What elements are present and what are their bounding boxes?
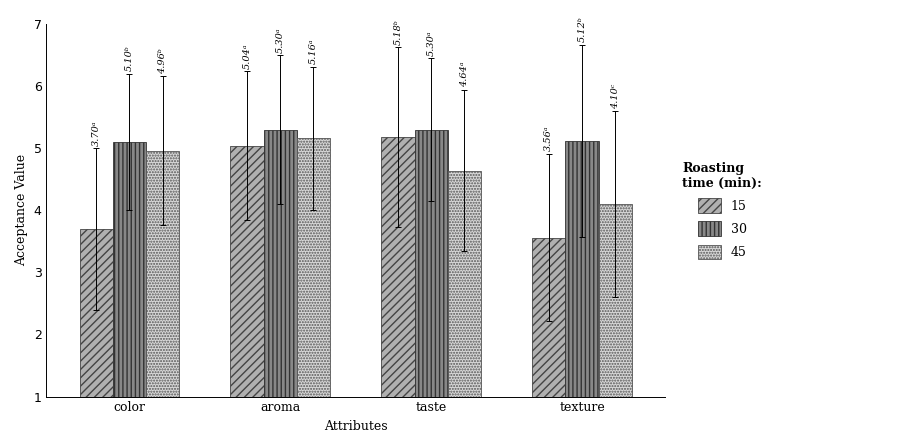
Text: 5.04ᵃ: 5.04ᵃ [243, 43, 252, 69]
Bar [415, 129, 448, 396]
Bar [264, 129, 297, 396]
Text: 4.96ᵇ: 4.96ᵇ [158, 48, 167, 74]
Bar [532, 237, 565, 396]
Text: 5.18ᵇ: 5.18ᵇ [393, 19, 402, 44]
Text: 5.30ᵃ: 5.30ᵃ [427, 30, 436, 56]
Bar [565, 141, 599, 396]
Text: 5.16ᵃ: 5.16ᵃ [309, 39, 318, 65]
Bar [230, 146, 264, 396]
Bar [297, 138, 330, 396]
Text: 3.56ᵃ: 3.56ᵃ [544, 126, 554, 151]
Text: 5.10ᵇ: 5.10ᵇ [125, 46, 134, 71]
Text: 4.10ᶜ: 4.10ᶜ [611, 83, 620, 108]
Bar [448, 171, 481, 396]
Bar [112, 142, 146, 396]
Text: 4.64ᵃ: 4.64ᵃ [460, 62, 469, 87]
Bar [79, 229, 112, 396]
Text: 5.12ᵇ: 5.12ᵇ [578, 16, 587, 42]
Legend: 15, 30, 45: 15, 30, 45 [678, 156, 767, 264]
Bar [382, 137, 415, 396]
X-axis label: Attributes: Attributes [324, 420, 388, 433]
Bar [598, 204, 632, 396]
Y-axis label: Acceptance Value: Acceptance Value [15, 154, 28, 267]
Text: 5.30ᵃ: 5.30ᵃ [275, 27, 284, 52]
Bar [146, 151, 179, 396]
Text: 3.70ᵃ: 3.70ᵃ [92, 120, 101, 146]
